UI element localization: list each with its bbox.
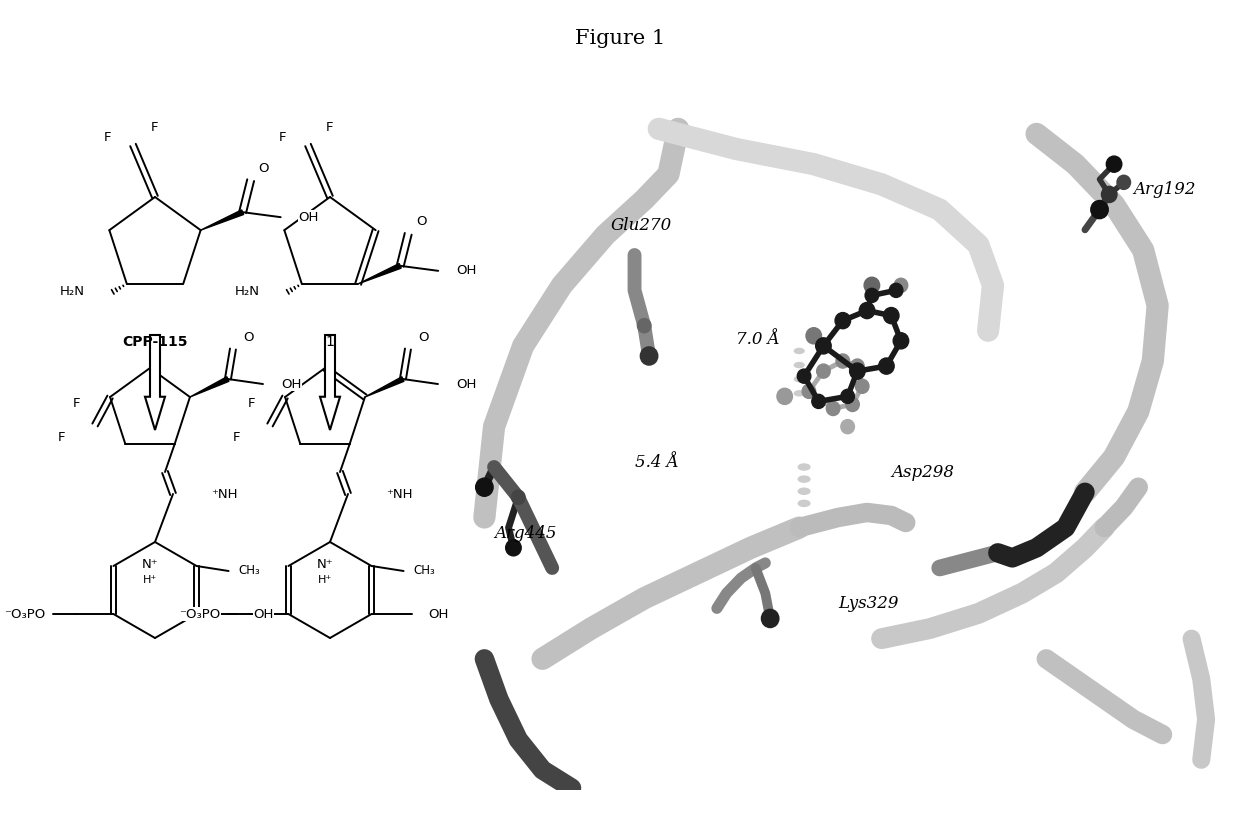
Circle shape	[846, 398, 859, 412]
Circle shape	[1117, 175, 1131, 189]
Circle shape	[806, 328, 821, 344]
Text: F: F	[279, 131, 286, 143]
Ellipse shape	[795, 377, 804, 382]
Text: N⁺: N⁺	[141, 557, 159, 570]
Text: H₂N: H₂N	[60, 286, 84, 298]
Text: F: F	[326, 120, 334, 133]
Text: OH: OH	[253, 607, 274, 621]
Text: Lys329: Lys329	[838, 595, 899, 612]
Text: OH: OH	[299, 211, 319, 224]
Circle shape	[893, 332, 909, 349]
Circle shape	[836, 354, 849, 368]
Polygon shape	[365, 377, 404, 397]
Ellipse shape	[795, 363, 804, 368]
Circle shape	[1106, 156, 1122, 172]
Text: ⁺NH: ⁺NH	[386, 487, 413, 500]
Circle shape	[637, 319, 651, 332]
Text: O: O	[243, 331, 253, 343]
Text: H⁺: H⁺	[143, 575, 157, 585]
Ellipse shape	[799, 477, 810, 482]
Text: O: O	[417, 216, 427, 228]
Circle shape	[797, 369, 811, 384]
Text: 7.0 Å: 7.0 Å	[737, 331, 780, 348]
Text: OH: OH	[281, 378, 301, 391]
Circle shape	[761, 609, 779, 628]
Circle shape	[1091, 201, 1109, 219]
Ellipse shape	[795, 348, 804, 353]
Text: O: O	[418, 331, 429, 343]
Text: CPP-115: CPP-115	[123, 335, 187, 349]
Circle shape	[817, 364, 831, 379]
Text: ⁻O₃PO: ⁻O₃PO	[4, 607, 46, 621]
Text: CH₃: CH₃	[414, 565, 435, 578]
Text: OH: OH	[456, 378, 476, 391]
Text: OH: OH	[456, 264, 476, 277]
Text: O: O	[259, 161, 269, 174]
Text: F: F	[103, 131, 112, 143]
Circle shape	[856, 379, 869, 393]
Circle shape	[812, 394, 826, 408]
Circle shape	[859, 303, 874, 319]
Ellipse shape	[799, 488, 810, 495]
Polygon shape	[190, 377, 229, 397]
Circle shape	[841, 420, 854, 434]
Circle shape	[864, 277, 879, 293]
Circle shape	[826, 402, 839, 416]
Circle shape	[640, 346, 657, 365]
Circle shape	[816, 337, 831, 354]
Circle shape	[849, 363, 866, 379]
Circle shape	[841, 389, 854, 403]
Polygon shape	[201, 210, 243, 230]
Circle shape	[506, 540, 521, 556]
Text: F: F	[233, 430, 241, 444]
Text: Figure 1: Figure 1	[575, 29, 665, 48]
Circle shape	[511, 491, 525, 504]
Text: CH₃: CH₃	[238, 565, 260, 578]
Ellipse shape	[795, 391, 804, 396]
Circle shape	[777, 388, 792, 404]
Ellipse shape	[799, 500, 810, 506]
Circle shape	[894, 278, 908, 292]
Text: ⁻O₃PO: ⁻O₃PO	[180, 607, 221, 621]
Text: H⁺: H⁺	[317, 575, 332, 585]
Text: N⁺: N⁺	[316, 557, 334, 570]
Text: Arg192: Arg192	[1133, 181, 1195, 198]
Circle shape	[889, 283, 903, 297]
Circle shape	[476, 478, 494, 496]
Text: 1: 1	[326, 335, 335, 349]
Text: F: F	[72, 397, 81, 410]
Polygon shape	[145, 335, 165, 430]
Polygon shape	[358, 263, 402, 284]
Text: Glu270: Glu270	[610, 216, 672, 234]
Text: F: F	[57, 430, 64, 444]
Circle shape	[1101, 186, 1117, 202]
Text: ⁺NH: ⁺NH	[211, 487, 238, 500]
Text: H₂N: H₂N	[234, 286, 260, 298]
Text: Asp298: Asp298	[892, 464, 955, 481]
Text: F: F	[151, 120, 159, 133]
Circle shape	[802, 384, 816, 398]
Circle shape	[883, 308, 899, 323]
Polygon shape	[320, 335, 340, 430]
Circle shape	[851, 359, 864, 373]
Text: Arg445: Arg445	[494, 525, 557, 542]
Circle shape	[879, 358, 894, 374]
Circle shape	[835, 313, 851, 328]
Ellipse shape	[799, 464, 810, 470]
Circle shape	[866, 288, 879, 303]
Text: OH: OH	[428, 607, 449, 621]
Text: 5.4 Å: 5.4 Å	[635, 454, 678, 471]
Text: F: F	[248, 397, 255, 410]
